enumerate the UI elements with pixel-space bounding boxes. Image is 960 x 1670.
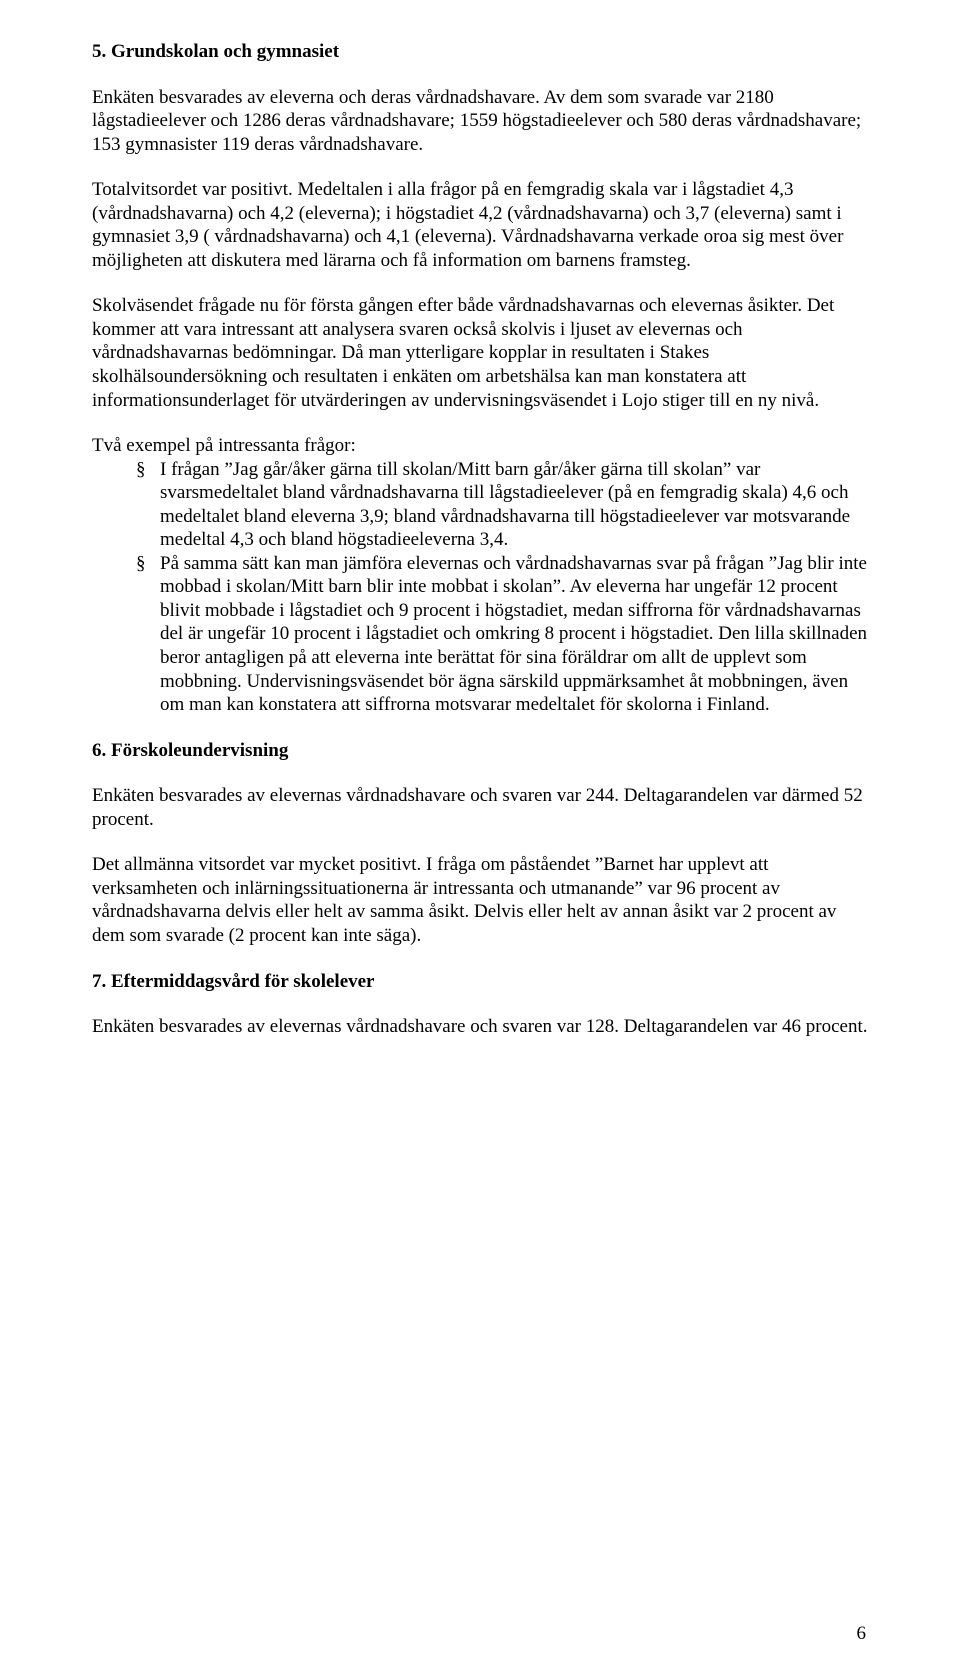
section-6-paragraph-1: Enkäten besvarades av elevernas vårdnads… [92,784,868,831]
section-5-paragraph-1: Enkäten besvarades av eleverna och deras… [92,86,868,157]
section-6-heading: 6. Förskoleundervisning [92,739,868,763]
examples-intro: Två exempel på intressanta frågor: [92,434,868,458]
section-5-heading: 5. Grundskolan och gymnasiet [92,40,868,64]
list-item: På samma sätt kan man jämföra elevernas … [136,552,868,717]
section-6-paragraph-2: Det allmänna vitsordet var mycket positi… [92,853,868,947]
list-item: I frågan ”Jag går/åker gärna till skolan… [136,458,868,552]
section-5-paragraph-3: Skolväsendet frågade nu för första gånge… [92,294,868,412]
section-7-heading: 7. Eftermiddagsvård för skolelever [92,970,868,994]
section-7-paragraph-1: Enkäten besvarades av elevernas vårdnads… [92,1015,868,1039]
section-5-paragraph-2: Totalvitsordet var positivt. Medeltalen … [92,178,868,272]
examples-list: I frågan ”Jag går/åker gärna till skolan… [92,458,868,717]
page-number: 6 [857,1622,867,1646]
